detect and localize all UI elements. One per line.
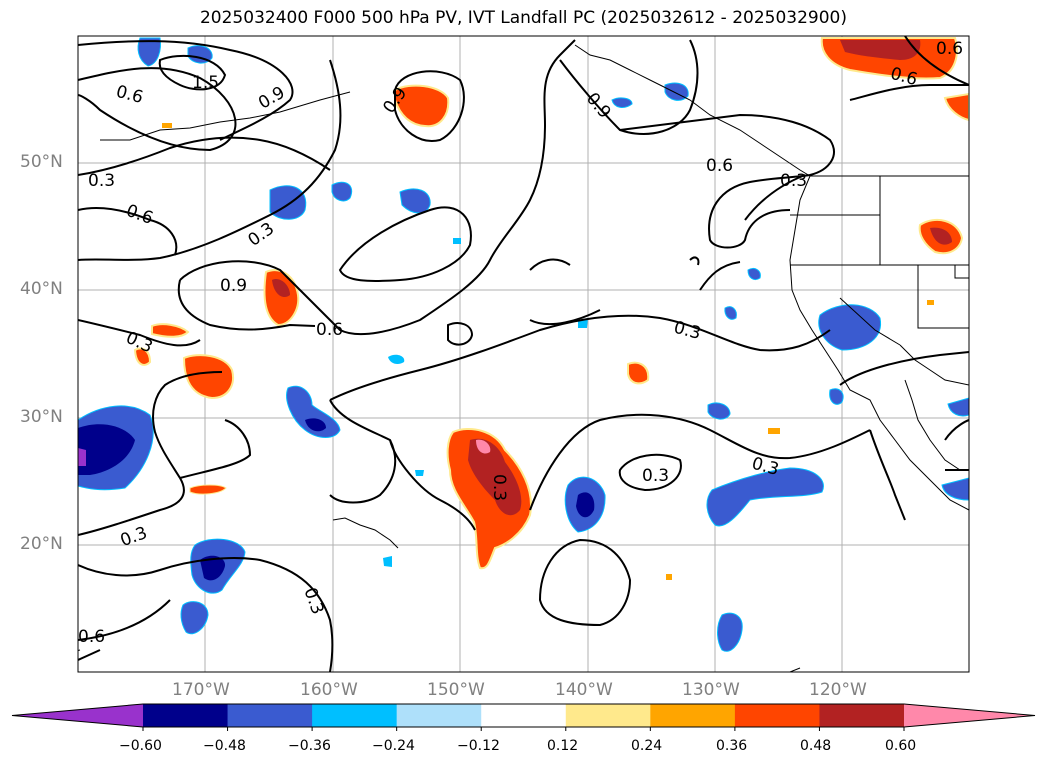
contour-label: 0.9	[220, 276, 247, 296]
colorbar-tick-label: −0.12	[457, 738, 500, 754]
lat-label-50: 50°N	[20, 152, 63, 172]
lon-label-130w: 130°W	[682, 680, 740, 700]
map-frame	[77, 35, 970, 673]
colorbar-extend-high	[904, 704, 1035, 727]
gridlines	[78, 36, 969, 672]
lat-label-30: 30°N	[20, 407, 63, 427]
lon-label-160w: 160°W	[300, 680, 358, 700]
contour-label: 0.6	[316, 320, 343, 340]
colorbar-tick-label: 0.48	[800, 738, 832, 754]
lat-label-20: 20°N	[20, 534, 63, 554]
map-title: 2025032400 F000 500 hPa PV, IVT Landfall…	[199, 8, 847, 28]
negative-anomalies	[78, 37, 969, 652]
contour-label: 0.3	[780, 171, 807, 191]
colorbar-tick-label: 0.36	[716, 738, 748, 754]
colorbar-segment	[734, 704, 820, 727]
lon-label-140w: 140°W	[555, 680, 613, 700]
contour-label: 0.3	[88, 171, 115, 191]
colorbar-tick-label: 0.12	[547, 738, 579, 754]
colorbar-tick-label: −0.48	[203, 738, 246, 754]
colorbar-extend-low	[12, 704, 143, 727]
lon-label-170w: 170°W	[172, 680, 230, 700]
colorbar-segment	[396, 704, 482, 727]
lat-label-40: 40°N	[20, 279, 63, 299]
coastlines	[78, 44, 969, 672]
colorbar-tick-label: −0.36	[288, 738, 331, 754]
contour-label: 0.6	[936, 39, 963, 59]
colorbar-segment	[819, 704, 905, 727]
colorbar-tick-label: 0.60	[885, 738, 917, 754]
colorbar-tick-label: −0.60	[119, 738, 162, 754]
pv-contours	[78, 36, 969, 672]
colorbar-tick-label: 0.24	[631, 738, 663, 754]
lon-label-120w: 120°W	[809, 680, 867, 700]
contour-label: 0.6	[706, 156, 733, 176]
colorbar-segment	[481, 704, 567, 727]
colorbar-tick-label: −0.24	[372, 738, 415, 754]
positive-anomalies	[133, 37, 969, 580]
contour-label: 0.3	[642, 466, 669, 486]
colorbar-segment	[227, 704, 313, 727]
contour-label: 0.3	[489, 474, 509, 501]
contour-label: 1.5	[192, 73, 219, 93]
colorbar-segment	[650, 704, 736, 727]
colorbar-segment	[312, 704, 398, 727]
colorbar	[11, 703, 1036, 731]
lon-label-150w: 150°W	[427, 680, 485, 700]
colorbar-segment	[565, 704, 651, 727]
colorbar-segment	[143, 704, 229, 727]
contour-label: 0.6	[78, 627, 105, 647]
